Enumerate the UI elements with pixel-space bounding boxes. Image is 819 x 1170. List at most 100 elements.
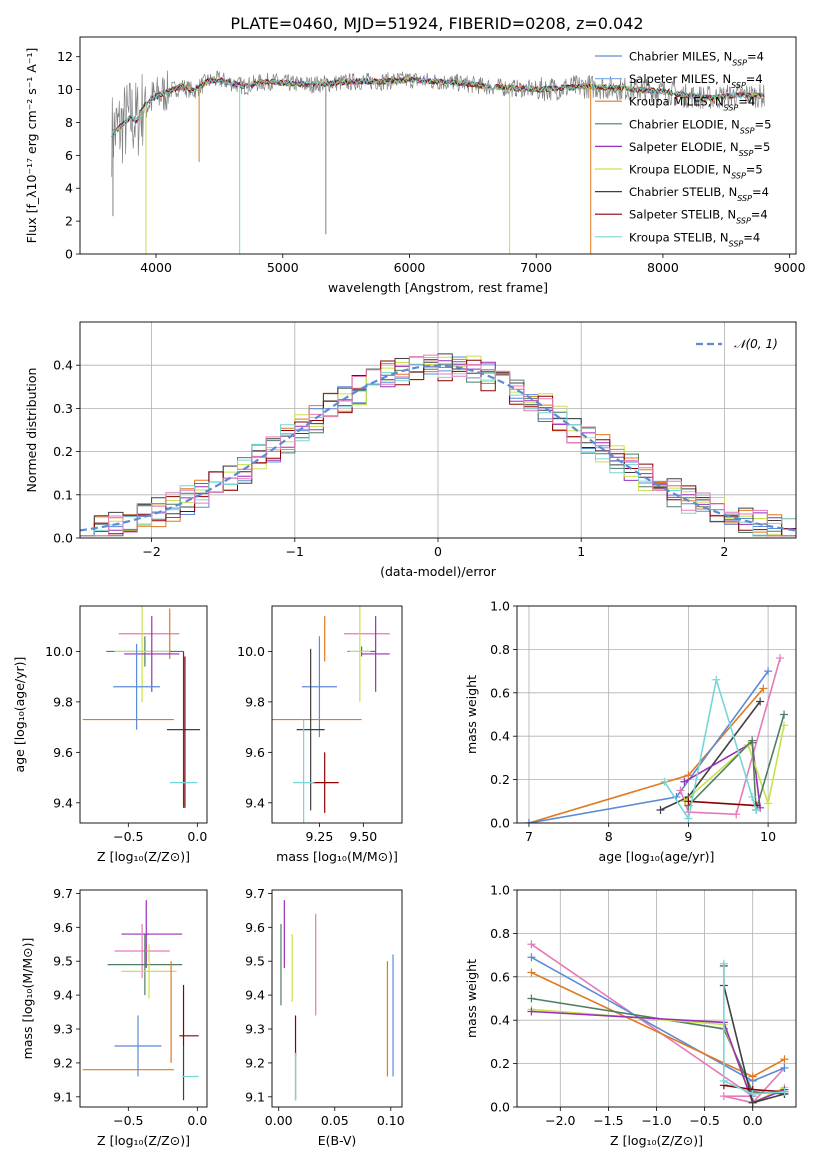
plot-area <box>82 900 199 1101</box>
y-tick-label: 8 <box>65 115 73 130</box>
weight-marker <box>680 777 689 786</box>
x-tick-label: 9.25 <box>306 829 334 844</box>
errorbar-point-3 <box>349 606 371 702</box>
x-tick-label: 0.0 <box>743 1113 763 1128</box>
legend-entry-normal: 𝒩(0, 1) <box>734 337 778 351</box>
errorbar-point-4 <box>121 944 177 999</box>
y-tick-label: 9.6 <box>245 745 265 760</box>
y-tick-label: 0.0 <box>53 531 73 546</box>
weight-marker <box>684 814 693 823</box>
axes-residuals: −2 −1 0 1 2 0.0 0.1 0.2 0.3 0.4 (data-model)/error… <box>24 321 797 579</box>
y-tick-label: 0.6 <box>490 685 510 700</box>
x-axis-label: Z [log₁₀(Z/Z⊙)] <box>97 1133 190 1148</box>
axes-frame <box>79 36 797 255</box>
x-tick-label: −1 <box>286 544 304 559</box>
y-tick-label: 6 <box>65 148 73 163</box>
x-tick-label: −0.5 <box>689 1113 719 1128</box>
histogram-series-8 <box>80 354 796 538</box>
y-tick-label: 0.4 <box>490 729 510 744</box>
weight-marker <box>527 994 536 1003</box>
y-tick-label: 9.6 <box>53 745 73 760</box>
y-tick-label: 9.8 <box>53 694 73 709</box>
errorbar-point-4 <box>361 616 390 692</box>
y-tick-label: 9.4 <box>53 795 73 810</box>
y-tick-label: 10.0 <box>237 644 265 659</box>
plot-area <box>272 606 390 823</box>
axes-frame <box>516 605 797 824</box>
y-tick-label: 9.3 <box>53 1022 73 1037</box>
x-tick-label: −0.5 <box>113 1113 143 1128</box>
weight-marker <box>660 777 669 786</box>
y-tick-label: 0.3 <box>53 401 73 416</box>
y-tick-label: 9.1 <box>53 1089 73 1104</box>
axes-frame <box>79 321 797 539</box>
x-tick-label: −1.5 <box>593 1113 623 1128</box>
model-spectrum-8 <box>111 77 765 138</box>
weight-series-5 <box>683 725 785 807</box>
y-tick-label: 10.0 <box>45 644 73 659</box>
y-tick-label: 9.7 <box>53 886 73 901</box>
axes-weight_vs_Z: −2.0 −1.5 −1.0 −0.5 0.0 0.0 0.2 0.4 0.6 0.8 1.0 Z [… <box>464 883 797 1148</box>
y-tick-label: 1.0 <box>490 599 510 614</box>
plot-area <box>280 900 394 1101</box>
y-axis-label: mass [log₁₀(M/M⊙)] <box>20 938 35 1060</box>
errorbar-point-7 <box>296 648 325 811</box>
weight-marker <box>712 675 721 684</box>
x-tick-label: 1 <box>577 544 585 559</box>
weight-marker <box>764 799 773 808</box>
weight-marker <box>780 1063 789 1072</box>
x-tick-label: 8 <box>605 829 613 844</box>
legend-entry-0: Chabrier MILES, NSSP=4 <box>629 50 764 68</box>
x-tick-label: 0.0 <box>187 1113 207 1128</box>
x-axis-label: Z [log₁₀(Z/Z⊙)] <box>97 849 190 864</box>
weight-marker <box>527 968 536 977</box>
weight-marker <box>527 1007 536 1016</box>
y-tick-label: 0.0 <box>490 816 510 831</box>
spectrum-legend: Chabrier MILES, NSSP=4 Salpeter MILES, NS… <box>595 50 771 248</box>
x-axis-label: (data-model)/error <box>380 564 497 579</box>
x-tick-label: 9.50 <box>349 829 377 844</box>
weight-marker <box>748 792 757 801</box>
weight-marker <box>780 710 789 719</box>
x-axis-label: Z [log₁₀(Z/Z⊙)] <box>610 1133 703 1148</box>
axes-frame <box>271 889 403 1108</box>
axes-mass_vs_Z: −0.5 0.0 9.1 9.2 9.3 9.4 9.5 9.6 9.7 Z [log₁₀(Z/Z… <box>20 886 208 1148</box>
weight-marker <box>748 1089 757 1098</box>
legend-entry-4: Salpeter ELODIE, NSSP=5 <box>629 140 770 158</box>
y-tick-label: 9.4 <box>245 795 265 810</box>
weight-marker <box>684 771 693 780</box>
y-tick-label: 0.0 <box>490 1100 510 1115</box>
weight-marker <box>527 953 536 962</box>
x-tick-label: 9000 <box>774 260 806 275</box>
weight-marker <box>748 1072 757 1081</box>
weight-marker <box>732 810 741 819</box>
weight-marker <box>780 1087 789 1096</box>
errorbar-point-4 <box>124 616 180 692</box>
legend-entry-5: Kroupa ELODIE, NSSP=5 <box>629 163 763 181</box>
y-tick-label: 9.4 <box>245 988 265 1003</box>
y-tick-label: 9.4 <box>53 988 73 1003</box>
weight-marker <box>748 1098 757 1107</box>
weight-marker <box>656 805 665 814</box>
y-tick-label: 0.1 <box>53 487 73 502</box>
x-tick-label: 0.0 <box>187 829 207 844</box>
errorbar-point-3 <box>107 934 183 996</box>
errorbar-point-3 <box>114 606 170 702</box>
y-tick-label: 2 <box>65 214 73 229</box>
plot-area <box>527 940 789 1107</box>
y-tick-label: 4 <box>65 181 73 196</box>
x-axis-label: E(B-V) <box>318 1133 357 1148</box>
y-tick-label: 0.4 <box>490 1013 510 1028</box>
legend-entry-3: Chabrier ELODIE, NSSP=5 <box>629 117 771 135</box>
legend-entry-8: Kroupa STELIB, NSSP=4 <box>629 230 760 248</box>
y-tick-label: 9.3 <box>245 1022 265 1037</box>
y-tick-label: 0.6 <box>490 969 510 984</box>
y-tick-label: 0.4 <box>53 358 73 373</box>
weight-marker <box>524 819 533 823</box>
model-spectrum-7 <box>111 76 765 138</box>
axes-frame <box>271 605 403 824</box>
x-axis-label: age [log₁₀(age/yr)] <box>599 849 715 864</box>
weight-marker <box>684 797 693 806</box>
x-tick-label: 5000 <box>267 260 299 275</box>
y-tick-label: 10 <box>57 82 73 97</box>
